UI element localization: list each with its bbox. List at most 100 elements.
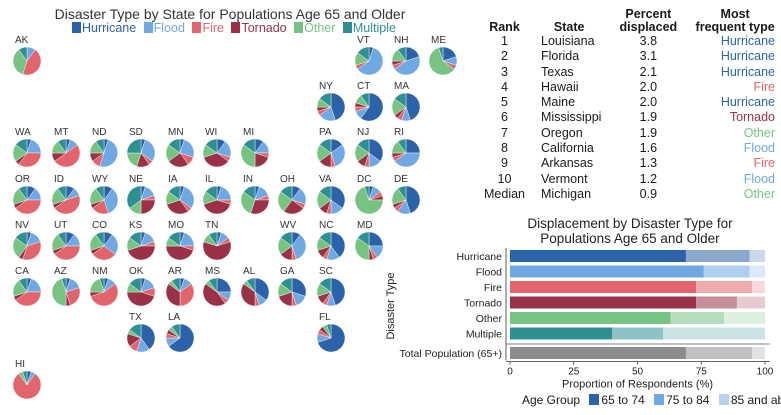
pie-slice-fire	[54, 245, 81, 261]
pie-slice-fire	[15, 291, 42, 307]
state-label: DE	[394, 174, 408, 185]
state-label: AR	[168, 266, 182, 277]
pie-slice-multiple	[57, 231, 67, 247]
pie-slice-multiple	[319, 92, 332, 108]
state-pie-ny: NY	[316, 81, 346, 122]
state-label: CT	[357, 81, 370, 92]
ranking-cell-type: Other	[743, 186, 775, 201]
pie-slice-hurricane	[330, 185, 346, 209]
state-label: IA	[168, 174, 178, 185]
ranking-cell-type: Fire	[753, 156, 775, 171]
legend-swatch	[342, 22, 352, 33]
pie-slice-multiple	[126, 138, 142, 154]
pie-slice-hurricane	[368, 138, 384, 162]
state-label: MI	[243, 127, 254, 138]
state-label: DC	[357, 174, 371, 185]
state-label: FL	[319, 312, 331, 323]
ranking-cell-rank: 7	[501, 125, 508, 140]
x-tick-label: 100	[757, 367, 774, 378]
pie-slice-multiple	[168, 138, 181, 154]
pie-slice-flood	[394, 152, 421, 168]
age-group-legend: Age Group 65 to 74 75 to 84 85 and above	[522, 393, 781, 407]
ranking-header-row: Rank State Percent displaced Most freque…	[478, 8, 781, 34]
category-label: Multiple	[466, 329, 502, 341]
state-label: AZ	[54, 266, 67, 277]
bar-segment-multiple-1	[612, 327, 663, 340]
pie-slice-hurricane	[254, 277, 270, 301]
bar-segment-total-1	[685, 347, 753, 359]
pie-slice-fire	[22, 49, 42, 76]
state-label: AL	[243, 266, 256, 277]
pie-slice-hurricane	[330, 231, 346, 258]
state-pie-la: LA	[165, 312, 195, 353]
pie-slice-hurricane	[405, 138, 421, 154]
state-label: KS	[129, 220, 143, 231]
state-label: MN	[168, 127, 184, 138]
bar-segment-other-0	[510, 312, 671, 324]
ranking-cell-rank: 4	[501, 79, 508, 94]
pie-slice-tornado	[203, 199, 231, 215]
pie-slice-multiple	[171, 323, 181, 339]
ranking-cell-state: Oregon	[541, 125, 583, 140]
state-pie-ok: OK	[126, 266, 156, 307]
category-label: Hurricane	[456, 251, 502, 263]
pie-slice-multiple	[15, 138, 28, 154]
state-label: SD	[129, 127, 143, 138]
bar-segment-flood-2	[749, 265, 765, 278]
state-pie-sd: SD	[126, 127, 156, 168]
pie-slice-hurricane	[140, 323, 156, 350]
pie-slice-other	[12, 49, 28, 75]
state-label: WA	[15, 127, 31, 138]
pie-slice-tornado	[127, 245, 156, 261]
pie-slice-multiple	[205, 138, 218, 154]
pie-slice-multiple	[208, 231, 218, 247]
state-pie-pa: PA	[316, 127, 346, 168]
state-label: VT	[357, 35, 370, 46]
ranking-cell-rank: 5	[501, 95, 508, 110]
category-label: Flood	[476, 267, 502, 279]
state-pie-wa: WA	[12, 127, 42, 168]
pie-slice-hurricane	[405, 92, 421, 121]
state-pie-ne: NE	[126, 174, 156, 215]
age-label-65-74: 65 to 74	[601, 393, 645, 407]
pie-slice-multiple	[168, 231, 181, 247]
bar-segment-total-0	[510, 347, 686, 359]
state-pie-az: AZ	[51, 266, 81, 307]
pie-slice-multiple	[280, 277, 293, 293]
pie-slice-flood	[291, 234, 307, 260]
bar-segment-other-1	[670, 312, 725, 324]
category-label: Fire	[484, 282, 502, 294]
state-label: NH	[394, 35, 408, 46]
state-pie-wv: WV	[277, 220, 307, 261]
age-swatch-85-plus	[718, 394, 729, 405]
pie-slice-other	[240, 191, 256, 214]
ranking-row: 8 California 1.6 Flood	[478, 141, 781, 156]
legend-item-multiple: Multiple	[342, 21, 396, 35]
age-legend-title: Age Group	[522, 393, 581, 407]
state-pie-wi: WI	[202, 127, 232, 168]
state-pie-nh: NH	[391, 35, 421, 76]
ranking-row: 2 Florida 3.1 Hurricane	[478, 49, 781, 64]
pie-slice-multiple	[129, 231, 142, 247]
ranking-cell-type: Hurricane	[720, 95, 775, 110]
state-label: UT	[54, 220, 67, 231]
x-tick-label: 50	[632, 367, 644, 378]
pie-slice-multiple	[61, 277, 67, 293]
ranking-row: 7 Oregon 1.9 Other	[478, 126, 781, 141]
pie-slice-multiple	[397, 185, 407, 201]
ranking-cell-type: Flood	[743, 171, 775, 186]
ranking-cell-rank: 6	[501, 110, 508, 125]
pie-slice-multiple	[357, 46, 370, 62]
state-pie-ma: MA	[391, 81, 421, 122]
state-label: LA	[168, 312, 181, 323]
bar-segment-hurricane-1	[685, 250, 750, 262]
pie-slice-tornado	[203, 152, 229, 168]
pie-slice-hurricane	[216, 277, 232, 293]
state-pie-ar: AR	[165, 266, 195, 307]
legend-label: Tornado	[241, 21, 287, 35]
state-pie-md: MD	[354, 220, 384, 261]
state-pie-mi: MI	[240, 127, 270, 168]
pie-slice-tornado	[202, 241, 232, 261]
legend-item-hurricane: Hurricane	[72, 21, 136, 35]
pie-slice-multiple	[171, 277, 181, 293]
